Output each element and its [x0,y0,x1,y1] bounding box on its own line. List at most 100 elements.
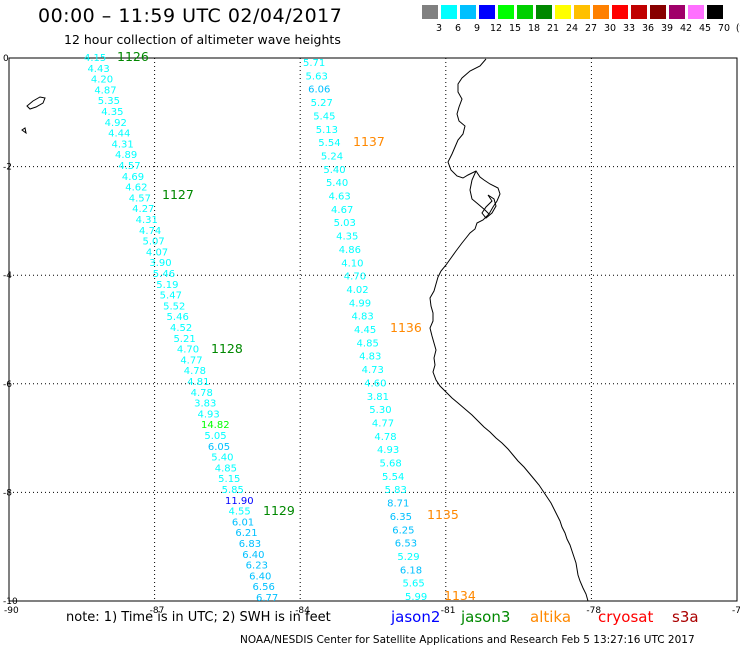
color-swatch [631,5,647,19]
color-swatch [593,5,609,19]
wave-height-value: 14.82 [201,420,230,431]
wave-height-value: 5.40 [326,178,348,189]
wave-height-value: 4.78 [191,388,213,399]
pass-number-labels: 1126 1127 1128 1129 1137 1136 1135 1134 [117,49,476,603]
color-scale-label: 36 [641,23,655,34]
wave-height-value: 6.25 [392,525,414,536]
wave-height-value: 4.85 [215,463,237,474]
wave-height-value: 5.30 [369,405,391,416]
wave-height-value: 4.93 [198,409,220,420]
wave-height-value: 8.71 [387,499,409,510]
wave-height-value: 4.57 [129,193,151,204]
wave-height-value: 4.78 [184,366,206,377]
wave-height-value: 4.20 [91,75,113,86]
satellite-legend-cryosat: cryosat [598,608,654,626]
wave-height-value: 6.23 [246,561,268,572]
wave-height-value: 4.99 [349,298,371,309]
wave-height-value: 5.68 [380,459,402,470]
wave-height-tracks: 4.154.434.204.875.354.354.924.444.314.89… [84,53,427,604]
longitude-tick-label: -81 [441,606,456,616]
wave-height-value: 4.92 [105,118,127,129]
wave-height-value: 6.53 [395,539,417,550]
wave-height-value: 4.93 [377,445,399,456]
wave-height-value: 5.46 [153,269,175,280]
wave-height-value: 5.40 [323,165,345,176]
wave-height-value: 4.85 [357,338,379,349]
wave-height-value: 4.27 [132,204,154,215]
wave-height-value: 4.81 [187,377,209,388]
color-swatch [669,5,685,19]
color-swatch [650,5,666,19]
color-scale-label: 30 [603,23,617,34]
wave-height-value: 4.78 [374,432,396,443]
wave-height-value: 5.45 [313,111,335,122]
wave-height-value: 11.90 [225,496,254,507]
wave-height-value: 4.69 [122,172,144,183]
wave-height-value: 5.71 [303,58,325,69]
satellite-legend-jason3: jason3 [461,608,511,626]
wave-height-value: 3.83 [194,399,216,410]
wave-height-value: 5.47 [160,291,182,302]
wave-height-value: 4.55 [228,507,250,518]
south-america-coastline [429,58,589,602]
wave-height-value: 4.70 [344,272,366,283]
wave-height-value: 4.15 [84,53,106,64]
wave-height-value: 4.43 [87,64,109,75]
color-swatch [422,5,438,19]
wave-height-value: 3.81 [367,392,389,403]
latitude-tick-label: -6 [3,380,12,390]
color-swatch [707,5,723,19]
wave-height-value: 5.54 [382,472,404,483]
satellite-legend-jason2: jason2 [391,608,441,626]
longitude-tick-label: -87 [150,606,165,616]
longitude-tick-labels: -90 -87 -84 -81 -78 -75 [4,606,740,616]
wave-height-value: 6.01 [232,517,254,528]
map-title: 00:00 – 11:59 UTC 02/04/2017 [38,5,343,27]
wave-height-value: 6.77 [256,593,278,604]
wave-height-value: 5.15 [218,474,240,485]
wave-height-value: 4.89 [115,150,137,161]
color-scale-label: 45 [698,23,712,34]
wave-height-value: 5.27 [311,98,333,109]
wave-height-value: 5.03 [334,218,356,229]
wave-height-value: 4.10 [341,258,363,269]
wave-height-value: 4.52 [170,323,192,334]
color-swatch [517,5,533,19]
wave-height-value: 5.07 [142,237,164,248]
wave-height-value: 6.40 [249,571,271,582]
wave-height-value: 5.40 [211,453,233,464]
wave-height-value: 4.31 [112,139,134,150]
wave-height-value: 5.24 [321,151,343,162]
wave-height-value: 5.54 [318,138,340,149]
wave-height-value: 6.06 [308,85,330,96]
wave-height-value: 5.13 [316,125,338,136]
wave-height-value: 6.83 [239,539,261,550]
pass-number-label: 1127 [162,187,194,202]
latitude-tick-labels: 0 -2 -4 -6 -8 -10 [3,54,18,607]
wave-height-value: 5.52 [163,301,185,312]
wave-height-value: 4.63 [329,192,351,203]
wave-height-value: 4.70 [177,345,199,356]
satellite-legend-s3a: s3a [672,608,699,626]
wave-height-value: 5.99 [405,592,427,603]
wave-height-value: 4.83 [351,312,373,323]
wave-height-value: 3.90 [149,258,171,269]
wave-height-value: 4.86 [339,245,361,256]
wave-height-value: 4.87 [94,85,116,96]
note-text: note: 1) Time is in UTC; 2) SWH is in fe… [66,610,331,625]
pass-number-label: 1128 [211,341,243,356]
color-scale-label: 12 [489,23,503,34]
color-scale-label: 39 [660,23,674,34]
color-scale-label: 18 [527,23,541,34]
latitude-tick-label: -8 [3,488,12,498]
wave-height-value: 4.31 [136,215,158,226]
wave-height-value: 5.65 [402,579,424,590]
color-swatch [555,5,571,19]
wave-height-value: 4.35 [101,107,123,118]
color-scale-label: 9 [473,23,481,34]
lat-lon-grid [8,57,738,602]
wave-height-value: 4.77 [180,355,202,366]
longitude-tick-label: -90 [4,606,19,616]
color-scale-label: 3 [435,23,443,34]
